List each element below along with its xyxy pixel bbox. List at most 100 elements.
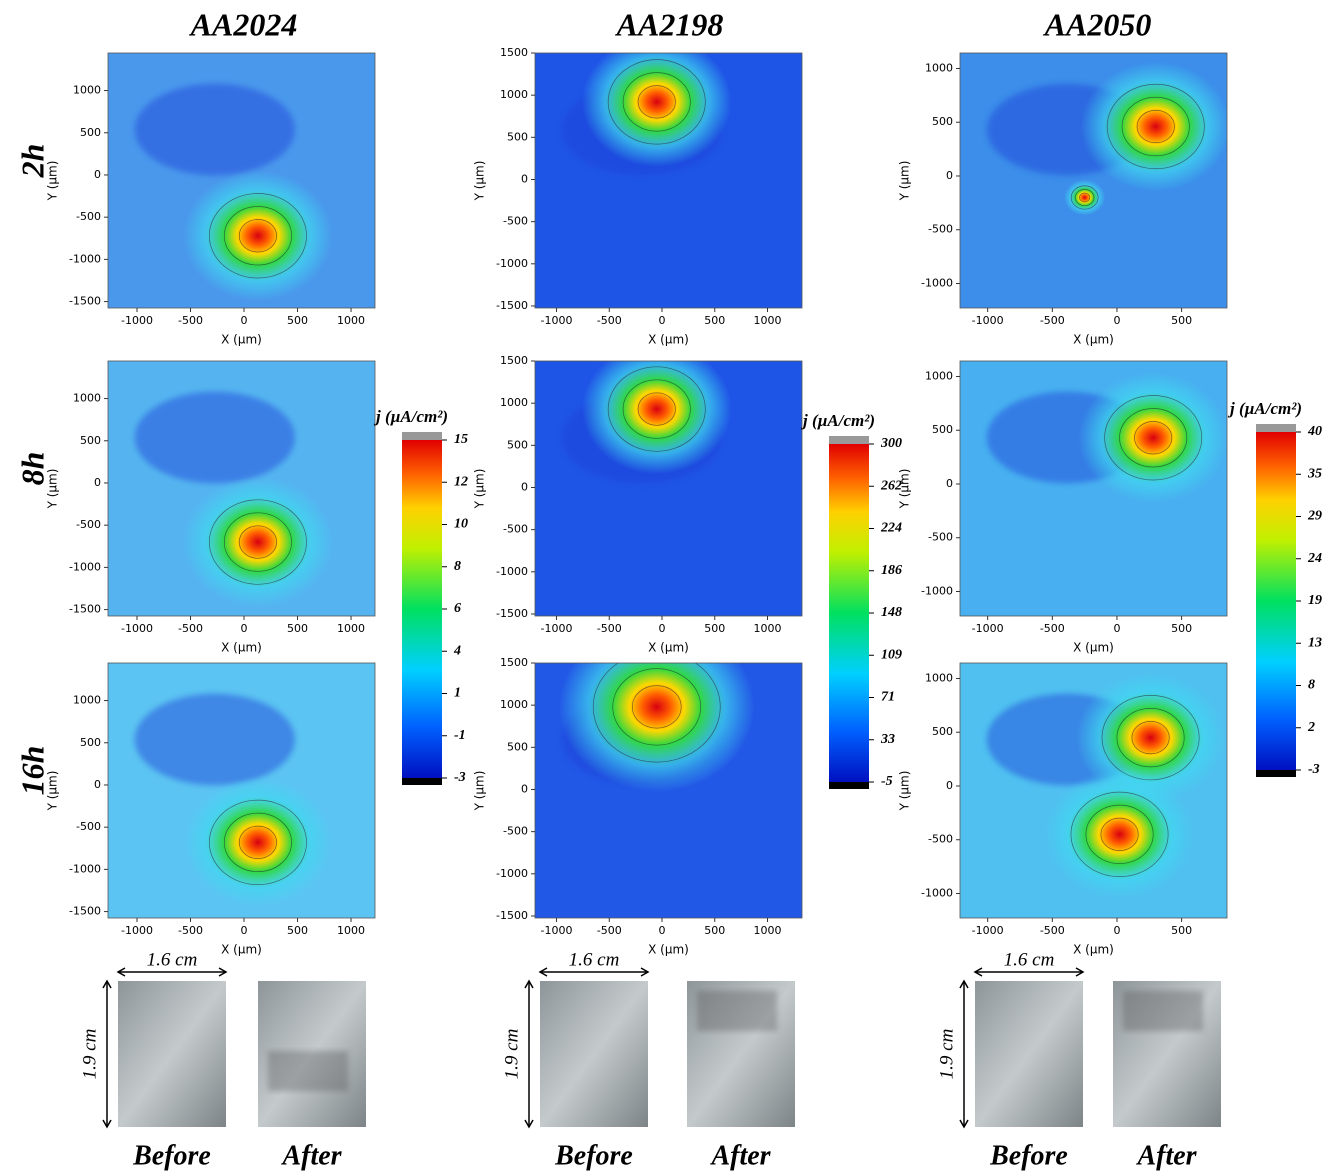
y-tick-label: -500: [76, 518, 101, 531]
width-label: 1.6 cm: [1004, 949, 1055, 970]
y-axis-label: Y (µm): [898, 771, 912, 812]
y-tick-label: 0: [521, 172, 528, 185]
y-axis-label: Y (µm): [46, 771, 60, 812]
corrosion-area: [268, 1051, 348, 1091]
x-tick-label: -500: [597, 622, 622, 635]
y-axis-label: Y (µm): [473, 469, 487, 510]
x-tick-label: 1000: [754, 924, 782, 937]
heatmap-panel: [535, 361, 802, 616]
hotspot: [582, 53, 732, 167]
arrow-heads: [959, 979, 969, 1129]
x-tick-label: 1000: [754, 314, 782, 327]
colorbar-title: j (µA/cm²): [373, 407, 448, 426]
y-tick-label: 500: [932, 423, 953, 436]
panel-frame: [107, 52, 376, 309]
height-label: 1.9 cm: [936, 1029, 957, 1080]
y-axis-label: Y (µm): [473, 771, 487, 812]
colorbar-label: 12: [454, 474, 468, 489]
colorbar-label: 8: [1308, 678, 1315, 693]
colorbar-label: 262: [880, 478, 902, 493]
x-axis-label: X (µm): [221, 943, 262, 957]
colorbar-label: 4: [453, 643, 461, 658]
y-tick-label: 0: [946, 169, 953, 182]
colorbar-label: 24: [1307, 551, 1322, 566]
width-label: 1.6 cm: [147, 949, 198, 970]
y-tick-label: 1500: [500, 354, 528, 367]
height-label: 1.9 cm: [79, 1029, 100, 1080]
y-tick-label: 500: [507, 130, 528, 143]
colorbar-cap-top: [829, 436, 869, 444]
y-axis-label: Y (µm): [473, 161, 487, 202]
contour: [223, 812, 292, 872]
contour: [238, 825, 277, 859]
y-tick-label: 0: [521, 782, 528, 795]
x-axis-label: X (µm): [648, 641, 689, 655]
arrow-heads: [973, 967, 1085, 977]
before-label: Before: [989, 1140, 1068, 1171]
x-tick-label: -500: [1040, 314, 1065, 327]
colorbar-cap-top: [1256, 424, 1296, 432]
heatmap-panel: [108, 53, 375, 308]
y-tick-label: -500: [76, 820, 101, 833]
colorbar-label: 148: [881, 605, 902, 620]
column-title: AA2050: [1043, 6, 1152, 42]
photo-before: [540, 981, 648, 1127]
y-tick-label: -1500: [496, 299, 528, 312]
row-label: 16h: [14, 746, 50, 796]
hotspot: [183, 170, 333, 301]
x-tick-label: -1000: [541, 314, 573, 327]
colorbar: [1256, 432, 1296, 770]
y-tick-label: -1500: [69, 905, 101, 918]
y-tick-label: -1500: [69, 295, 101, 308]
contour: [622, 379, 691, 439]
y-tick-label: 500: [932, 115, 953, 128]
x-axis-label: X (µm): [221, 641, 262, 655]
y-tick-label: -1500: [496, 909, 528, 922]
x-tick-label: 500: [287, 622, 308, 635]
arrow-heads: [524, 979, 534, 1129]
panel-frame: [107, 360, 376, 617]
x-axis-label: X (µm): [1073, 943, 1114, 957]
y-tick-label: 500: [80, 126, 101, 139]
hotspot: [1081, 61, 1227, 192]
contour: [223, 206, 292, 266]
contour: [1134, 421, 1173, 455]
y-tick-label: 1000: [73, 392, 101, 405]
hotspot: [1063, 179, 1106, 216]
y-tick-label: 0: [946, 477, 953, 490]
column-title: AA2198: [615, 6, 724, 42]
contour: [1070, 185, 1099, 210]
colorbar-label: 29: [1307, 509, 1322, 524]
contour: [631, 685, 682, 729]
panel-frame: [107, 662, 376, 919]
y-tick-label: -500: [503, 215, 528, 228]
x-tick-label: 500: [287, 924, 308, 937]
x-tick-label: -1000: [972, 924, 1004, 937]
colorbar-label: 1: [454, 686, 461, 701]
x-tick-label: -500: [178, 622, 203, 635]
x-axis-label: X (µm): [648, 333, 689, 347]
x-tick-label: -1000: [541, 924, 573, 937]
x-tick-label: 1000: [337, 924, 365, 937]
contour: [238, 219, 277, 253]
contour: [1104, 395, 1203, 481]
y-axis-label: Y (µm): [46, 161, 60, 202]
panel-frame: [534, 360, 803, 617]
y-tick-label: 0: [521, 480, 528, 493]
arrow-heads: [538, 967, 650, 977]
x-tick-label: 0: [659, 924, 666, 937]
heatmap-panel: [108, 361, 375, 616]
contour: [223, 512, 292, 572]
y-tick-label: -1500: [69, 603, 101, 616]
x-axis-label: X (µm): [648, 943, 689, 957]
x-tick-label: 1000: [337, 622, 365, 635]
colorbar-label: 71: [881, 690, 895, 705]
row-label: 8h: [14, 452, 50, 486]
colorbar-label: 6: [454, 601, 461, 616]
colorbar-label: 109: [881, 647, 902, 662]
panel-frame: [534, 52, 803, 309]
panel-frame: [959, 662, 1228, 919]
y-tick-label: 0: [94, 476, 101, 489]
contour: [208, 499, 307, 585]
